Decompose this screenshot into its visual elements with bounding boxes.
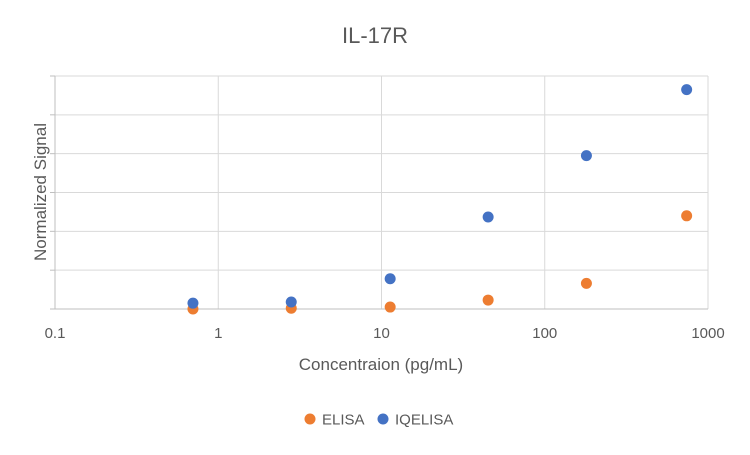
x-tick-label: 0.1 (45, 325, 66, 342)
legend-item-elisa: ELISA (304, 412, 365, 429)
legend-marker (377, 413, 389, 425)
x-tick-label: 100 (532, 325, 557, 342)
data-point-elisa (384, 301, 396, 313)
data-point-iqelisa (285, 296, 297, 308)
x-tick-label: 10 (373, 325, 390, 342)
data-point-iqelisa (580, 150, 592, 162)
legend: ELISA IQELISA (304, 412, 453, 429)
gridlines (54, 75, 709, 310)
chart-title: IL-17R (342, 23, 408, 48)
data-point-elisa (681, 210, 693, 222)
data-point-iqelisa (681, 84, 693, 96)
legend-label: IQELISA (395, 412, 453, 429)
x-tick-labels: 0.1 1 10 100 1000 (45, 325, 725, 342)
data-points (187, 84, 693, 315)
x-tick-label: 1000 (691, 325, 724, 342)
legend-item-iqelisa: IQELISA (377, 412, 453, 429)
data-point-iqelisa (187, 297, 199, 309)
axes (50, 75, 708, 310)
data-point-elisa (482, 294, 494, 306)
data-point-iqelisa (384, 273, 396, 285)
data-point-iqelisa (482, 211, 494, 223)
y-axis-title: Normalized Signal (31, 123, 50, 261)
x-axis-title: Concentraion (pg/mL) (299, 355, 463, 374)
legend-marker (304, 413, 316, 425)
x-tick-label: 1 (214, 325, 222, 342)
legend-label: ELISA (322, 412, 365, 429)
data-point-elisa (580, 277, 592, 289)
